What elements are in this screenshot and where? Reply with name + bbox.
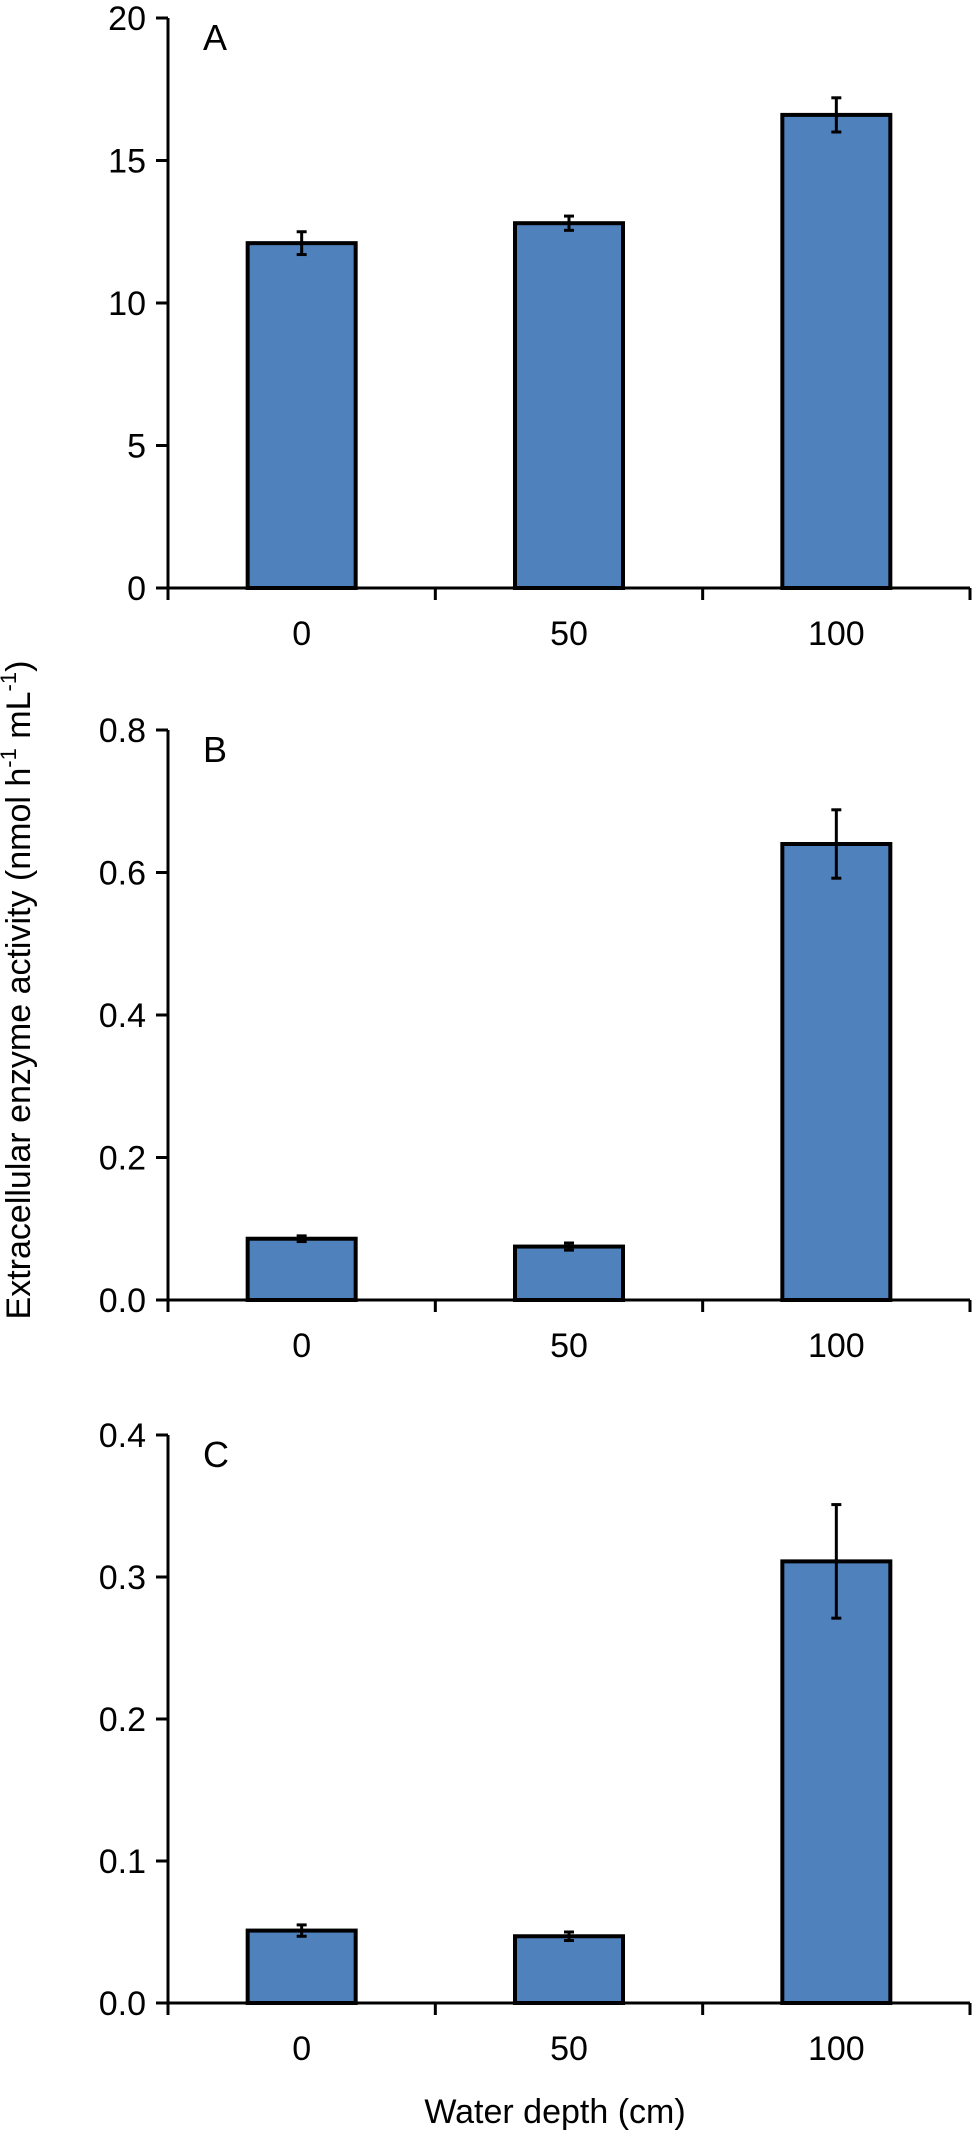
bar — [245, 1928, 358, 2005]
panel-c: 0.0 0.1 0.2 0.3 0.4 0 50 100 C — [99, 1417, 972, 2068]
x-tick-label: 50 — [550, 2030, 588, 2068]
x-tick-label: 50 — [550, 615, 588, 653]
panel-label: C — [203, 1434, 229, 1475]
panel-b: 0.0 0.2 0.4 0.6 0.8 0 50 100 B — [99, 712, 972, 1365]
y-tick-label: 15 — [108, 143, 146, 181]
y-tick-label: 5 — [127, 428, 146, 466]
y-axis-title: Extracellular enzyme activity (nmol h-1 … — [0, 661, 38, 1320]
x-tick-label: 0 — [292, 1327, 311, 1365]
bar — [780, 842, 893, 1302]
y-tick-label: 10 — [108, 285, 146, 323]
bar — [513, 221, 625, 590]
y-tick-label: 20 — [108, 0, 146, 38]
y-tick-label: 0.6 — [99, 855, 146, 893]
y-tick-label: 0.2 — [99, 1701, 146, 1739]
x-tick-label: 100 — [808, 2030, 865, 2068]
bar — [780, 112, 893, 591]
bar — [780, 1559, 893, 2005]
x-tick-label: 100 — [808, 615, 865, 653]
y-tick-label: 0.8 — [99, 712, 146, 750]
x-tick-label: 100 — [808, 1327, 865, 1365]
y-tick-label: 0.0 — [99, 1282, 146, 1320]
panel-a: 0 5 10 15 20 0 50 100 A — [108, 0, 972, 653]
x-tick-label: 0 — [292, 2030, 311, 2068]
y-tick-label: 0.4 — [99, 997, 146, 1035]
y-tick-label: 0 — [127, 570, 146, 608]
bar — [513, 1244, 625, 1302]
bar — [245, 241, 358, 590]
bar — [513, 1934, 625, 2006]
y-tick-label: 0.0 — [99, 1985, 146, 2023]
bar — [245, 1236, 358, 1302]
y-tick-label: 0.2 — [99, 1140, 146, 1178]
y-tick-label: 0.4 — [99, 1417, 146, 1455]
y-tick-label: 0.3 — [99, 1559, 146, 1597]
panel-label: B — [203, 729, 227, 770]
x-tick-label: 0 — [292, 615, 311, 653]
y-tick-label: 0.1 — [99, 1843, 146, 1881]
x-tick-label: 50 — [550, 1327, 588, 1365]
panel-label: A — [203, 17, 227, 58]
x-axis-title: Water depth (cm) — [424, 2093, 685, 2131]
